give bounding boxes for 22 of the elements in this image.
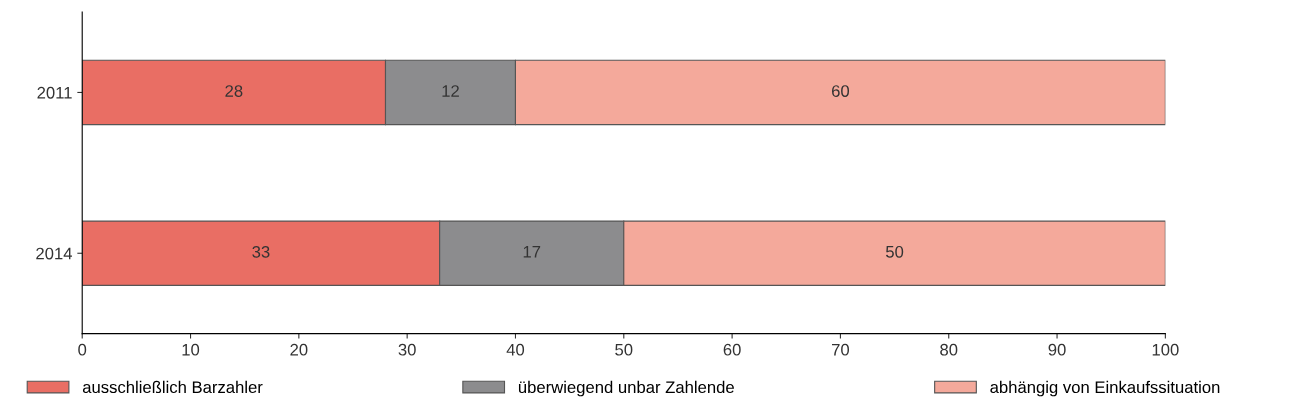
legend-label: abhängig von Einkaufssituation	[990, 380, 1220, 397]
x-tick-label: 0	[78, 343, 87, 356]
legend-label: überwiegend unbar Zahlende	[518, 380, 734, 397]
data-label: 50	[885, 245, 904, 258]
data-label: 33	[252, 245, 270, 258]
x-tick-label: 20	[290, 343, 308, 356]
data-label: 12	[442, 85, 459, 97]
y-tick-label: 2014	[36, 247, 73, 260]
y-tick-label: 2011	[37, 86, 72, 99]
x-tick-label: 80	[940, 343, 958, 356]
data-label: 60	[832, 85, 850, 97]
x-tick-label: 90	[1048, 343, 1066, 356]
x-tick-label: 70	[832, 343, 850, 356]
data-label: 28	[225, 85, 243, 97]
data-label: 17	[523, 246, 541, 258]
legend-label: ausschließlich Barzahler	[82, 380, 263, 394]
x-tick-label: 40	[506, 343, 525, 356]
x-tick-label: 50	[615, 343, 633, 356]
x-tick-label: 30	[398, 343, 416, 356]
x-tick-label: 100	[1152, 343, 1179, 356]
x-tick-label: 60	[723, 343, 741, 356]
x-tick-label: 10	[182, 343, 200, 356]
